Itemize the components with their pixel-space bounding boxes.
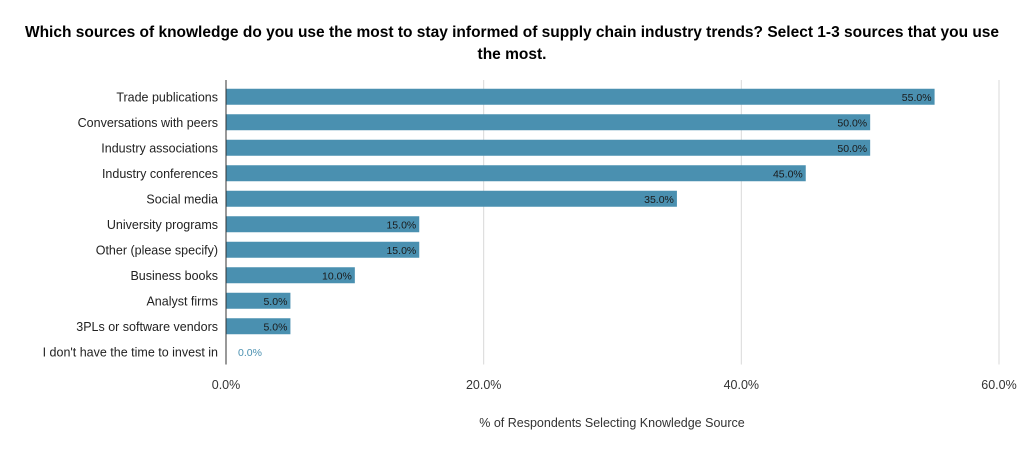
category-label: Analyst firms <box>146 294 218 308</box>
bars <box>226 88 935 335</box>
data-labels: 55.0% 50.0% 50.0% 45.0% 35.0% 15.0% 15.0% 10.0%… <box>238 92 932 359</box>
bar <box>226 292 291 309</box>
category-label: Conversations with peers <box>78 116 218 130</box>
data-label: 5.0% <box>263 321 287 333</box>
data-label: 15.0% <box>386 245 416 257</box>
bar <box>226 318 291 335</box>
bar <box>226 114 871 131</box>
data-label: 50.0% <box>837 117 867 129</box>
bar <box>226 139 871 156</box>
x-tick-label: 20.0% <box>466 378 501 392</box>
category-label: Trade publications <box>116 90 218 104</box>
category-label: Social media <box>146 192 218 206</box>
category-label: University programs <box>107 218 218 232</box>
bar <box>226 241 420 258</box>
category-label: Business books <box>130 269 218 283</box>
data-label: 10.0% <box>322 270 352 282</box>
data-label: 15.0% <box>386 219 416 231</box>
x-tick-labels: 0.0% 20.0% 40.0% 60.0% <box>212 378 1017 392</box>
data-label: 0.0% <box>238 347 262 359</box>
x-tick-label: 40.0% <box>724 378 759 392</box>
data-label: 55.0% <box>902 92 932 104</box>
chart-title: Which sources of knowledge do you use th… <box>24 24 1000 63</box>
category-label: Industry conferences <box>102 167 218 181</box>
data-label: 45.0% <box>773 168 803 180</box>
bar <box>226 267 355 284</box>
x-axis-title: % of Respondents Selecting Knowledge Sou… <box>479 416 744 430</box>
category-label: Other (please specify) <box>96 243 218 257</box>
bar <box>226 216 420 233</box>
category-label: Industry associations <box>101 141 218 155</box>
bar <box>226 88 935 105</box>
category-labels: Trade publications Conversations with pee… <box>43 90 218 359</box>
x-tick-label: 0.0% <box>212 378 241 392</box>
x-tick-label: 60.0% <box>981 378 1016 392</box>
bar <box>226 190 677 207</box>
bar <box>226 165 806 182</box>
data-label: 50.0% <box>837 143 867 155</box>
category-label: 3PLs or software vendors <box>76 320 218 334</box>
data-label: 5.0% <box>263 296 287 308</box>
category-label: I don't have the time to invest in <box>43 345 218 359</box>
data-label: 35.0% <box>644 194 674 206</box>
